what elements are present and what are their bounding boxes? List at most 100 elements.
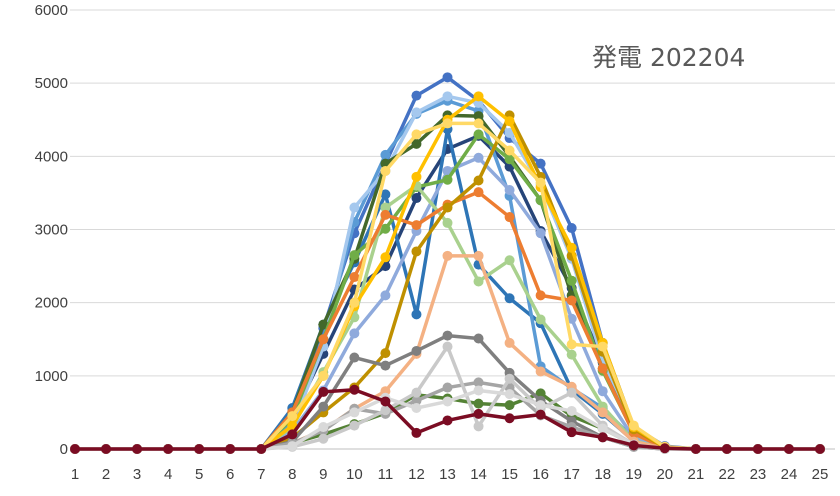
data-point: [380, 223, 391, 234]
data-point: [101, 444, 112, 454]
x-tick-label: 2: [102, 466, 110, 483]
data-point: [163, 444, 174, 454]
data-point: [411, 403, 422, 414]
y-tick-label: 5000: [35, 75, 68, 92]
x-tick-label: 5: [195, 466, 203, 483]
x-tick-label: 24: [781, 466, 798, 483]
data-point: [566, 387, 577, 398]
data-point: [318, 370, 329, 381]
x-tick-label: 20: [656, 466, 673, 483]
data-point: [721, 444, 732, 454]
x-tick-label: 17: [563, 466, 580, 483]
data-point: [690, 444, 701, 454]
x-tick-label: 7: [257, 466, 265, 483]
data-point: [225, 444, 236, 454]
data-point: [473, 175, 484, 186]
data-point: [349, 250, 360, 261]
data-point: [349, 384, 360, 395]
data-point: [628, 440, 639, 451]
data-point: [504, 389, 515, 400]
y-tick-label: 0: [60, 441, 68, 458]
x-tick-label: 23: [750, 466, 767, 483]
y-tick-label: 2000: [35, 295, 68, 312]
data-point: [411, 138, 422, 149]
data-point: [411, 427, 422, 438]
data-point: [380, 165, 391, 176]
data-point: [473, 421, 484, 432]
data-point: [473, 152, 484, 163]
data-point: [380, 252, 391, 263]
data-point: [566, 349, 577, 360]
data-point: [566, 275, 577, 286]
data-point: [442, 415, 453, 426]
x-tick-label: 3: [133, 466, 141, 483]
data-point: [815, 444, 825, 454]
data-point: [380, 149, 391, 160]
chart-title: 発電 202204: [592, 43, 745, 72]
data-point: [473, 187, 484, 198]
data-point: [504, 184, 515, 195]
data-point: [349, 202, 360, 213]
x-tick-label: 1: [71, 466, 79, 483]
data-point: [411, 90, 422, 101]
data-point: [504, 116, 515, 127]
data-point: [70, 444, 80, 454]
data-point: [411, 220, 422, 231]
data-point: [473, 250, 484, 261]
data-point: [535, 400, 546, 411]
data-point: [535, 158, 546, 169]
data-point: [349, 352, 360, 363]
x-tick-label: 10: [346, 466, 363, 483]
data-point: [504, 255, 515, 266]
data-point: [411, 246, 422, 257]
data-point: [504, 145, 515, 156]
data-point: [535, 228, 546, 239]
data-point: [473, 129, 484, 140]
x-tick-label: 8: [288, 466, 296, 483]
data-point: [473, 333, 484, 344]
data-point: [318, 433, 329, 444]
data-point: [380, 202, 391, 213]
data-point: [628, 420, 639, 431]
y-tick-label: 4000: [35, 148, 68, 165]
data-point: [380, 290, 391, 301]
data-point: [535, 177, 546, 188]
data-point: [349, 407, 360, 418]
series-lines: [70, 72, 825, 454]
data-point: [318, 422, 329, 433]
data-point: [504, 400, 515, 411]
data-point: [566, 295, 577, 306]
x-tick-label: 25: [812, 466, 829, 483]
data-point: [442, 174, 453, 185]
x-tick-label: 21: [687, 466, 704, 483]
data-point: [473, 111, 484, 122]
data-point: [442, 396, 453, 407]
data-point: [752, 444, 763, 454]
data-point: [783, 444, 794, 454]
data-point: [411, 395, 422, 406]
data-point: [442, 250, 453, 261]
data-point: [566, 405, 577, 416]
data-point: [411, 309, 422, 320]
data-point: [442, 341, 453, 352]
x-tick-label: 9: [319, 466, 327, 483]
data-point: [504, 212, 515, 223]
data-point: [535, 388, 546, 399]
data-point: [566, 242, 577, 253]
data-point: [318, 401, 329, 412]
series-10: [70, 180, 825, 454]
data-point: [411, 193, 422, 204]
data-point: [380, 348, 391, 359]
data-point: [194, 444, 205, 454]
x-tick-label: 14: [470, 466, 487, 483]
x-tick-label: 4: [164, 466, 172, 483]
data-point: [535, 409, 546, 420]
data-point: [659, 443, 670, 454]
x-tick-label: 11: [378, 466, 394, 483]
series-6: [70, 152, 825, 454]
data-point: [473, 408, 484, 419]
y-tick-label: 3000: [35, 222, 68, 239]
data-point: [287, 429, 298, 440]
data-point: [318, 334, 329, 345]
